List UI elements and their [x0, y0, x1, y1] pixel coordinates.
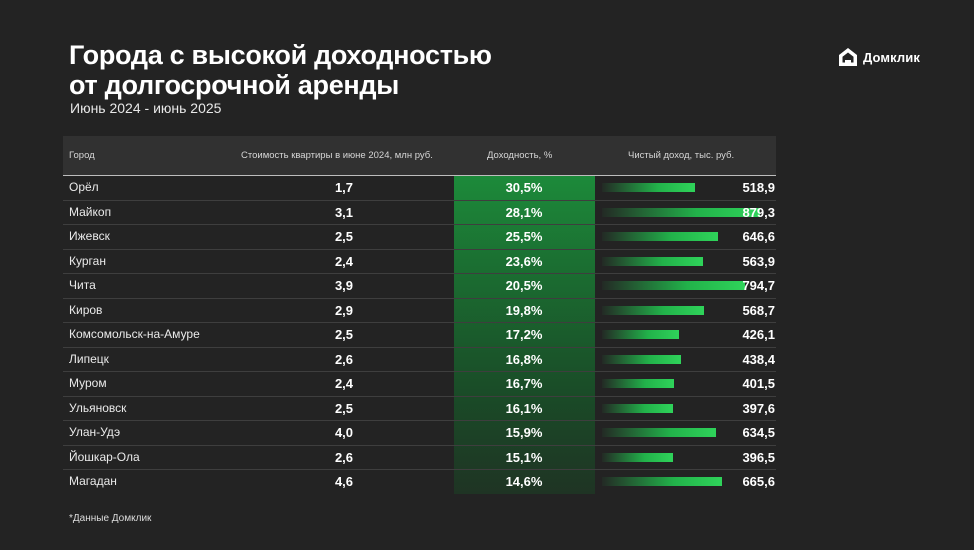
net-income-value: 518,9	[742, 180, 775, 195]
apartment-price: 2,5	[334, 400, 354, 416]
apartment-price: 1,7	[334, 180, 354, 195]
column-header-yield: Доходность, %	[487, 150, 553, 161]
income-bar	[602, 477, 722, 486]
apartment-price: 2,4	[334, 376, 354, 391]
city-name: Киров	[69, 302, 103, 317]
yield-value: 15,1%	[505, 449, 543, 465]
domclick-logo: Домклик	[838, 47, 920, 67]
income-bar	[602, 305, 704, 315]
yield-value: 19,8%	[505, 302, 543, 318]
city-name: Курган	[69, 253, 106, 268]
income-bar	[602, 207, 760, 217]
table-row: Улан-Удэ 4,0 15,9% 634,5	[63, 421, 776, 446]
apartment-price: 2,5	[334, 229, 354, 244]
table-row: Киров 2,9 19,8% 568,7	[63, 299, 776, 323]
net-income-value: 563,9	[742, 253, 775, 269]
table-row: Ижевск 2,5 25,5% 646,6	[63, 225, 776, 250]
city-name: Муром	[69, 376, 107, 390]
title-line-1: Города с высокой доходностью	[69, 40, 492, 70]
city-name: Комсомольск-на-Амуре	[69, 327, 200, 341]
net-income-value: 438,4	[742, 351, 775, 367]
city-name: Магадан	[69, 474, 117, 488]
city-name: Липецк	[69, 351, 109, 366]
table-row: Йошкар-Ола 2,6 15,1% 396,5	[63, 446, 776, 470]
income-bar	[602, 232, 718, 241]
yield-value: 17,2%	[505, 327, 543, 342]
yield-value: 30,5%	[505, 180, 543, 195]
table-row: Чита 3,9 20,5% 794,7	[63, 274, 776, 299]
net-income-value: 634,5	[742, 425, 775, 440]
city-name: Ульяновск	[69, 400, 127, 415]
column-header-city: Город	[69, 150, 95, 161]
table-row: Курган 2,4 23,6% 563,9	[63, 250, 776, 274]
net-income-value: 568,7	[742, 302, 775, 318]
yield-value: 28,1%	[505, 204, 543, 220]
apartment-price: 3,9	[334, 278, 354, 293]
income-bar	[602, 183, 695, 192]
yield-value: 14,6%	[505, 474, 543, 489]
net-income-value: 646,6	[742, 229, 775, 244]
net-income-value: 401,5	[742, 376, 775, 391]
income-bar	[602, 379, 674, 388]
apartment-price: 2,5	[334, 327, 354, 342]
yield-value: 16,1%	[505, 400, 543, 416]
income-bar	[602, 452, 673, 462]
net-income-value: 396,5	[742, 449, 775, 465]
city-name: Йошкар-Ола	[69, 449, 140, 464]
table-row: Магадан 4,6 14,6% 665,6	[63, 470, 776, 494]
table-body: Орёл 1,7 30,5% 518,9 Майкоп 3,1 28,1% 879,3 Ижев…	[63, 176, 776, 494]
yield-value: 15,9%	[505, 425, 543, 440]
net-income-value: 426,1	[742, 327, 775, 342]
apartment-price: 2,4	[334, 253, 354, 269]
title-line-2: от долгосрочной аренды	[69, 70, 400, 100]
table-row: Майкоп 3,1 28,1% 879,3	[63, 201, 776, 225]
income-bar	[602, 330, 679, 339]
apartment-price: 2,9	[334, 302, 354, 318]
table-row: Липецк 2,6 16,8% 438,4	[63, 348, 776, 372]
table-row: Комсомольск-на-Амуре 2,5 17,2% 426,1	[63, 323, 776, 348]
yield-value: 16,7%	[505, 376, 543, 391]
apartment-price: 4,6	[334, 474, 354, 489]
city-name: Майкоп	[69, 204, 112, 219]
house-icon	[839, 48, 857, 66]
apartment-price: 4,0	[334, 425, 354, 440]
yield-value: 25,5%	[505, 229, 543, 244]
page-subtitle: Июнь 2024 - июнь 2025	[70, 100, 222, 116]
column-header-income: Чистый доход, тыс. руб.	[628, 150, 735, 161]
income-bar	[602, 354, 681, 364]
table-header: Город Стоимость квартиры в июне 2024, мл…	[63, 136, 776, 176]
city-name: Ижевск	[69, 229, 110, 243]
net-income-value: 397,6	[742, 400, 775, 416]
apartment-price: 3,1	[334, 204, 354, 220]
apartment-price: 2,6	[334, 449, 354, 465]
income-bar	[602, 256, 703, 266]
table-row: Муром 2,4 16,7% 401,5	[63, 372, 776, 397]
income-bar	[602, 281, 745, 290]
table-row: Ульяновск 2,5 16,1% 397,6	[63, 397, 776, 421]
yield-value: 20,5%	[505, 278, 543, 293]
net-income-value: 794,7	[742, 278, 775, 293]
column-header-price: Стоимость квартиры в июне 2024, млн руб.	[241, 150, 433, 161]
yield-value: 16,8%	[505, 351, 543, 367]
income-bar	[602, 403, 673, 413]
yield-highlight-column	[454, 176, 595, 494]
logo-text: Домклик	[863, 49, 920, 65]
apartment-price: 2,6	[334, 351, 354, 367]
income-bar	[602, 428, 716, 437]
city-name: Чита	[69, 278, 96, 292]
net-income-value: 879,3	[742, 204, 775, 220]
page-title: Города с высокой доходностью от долгосро…	[69, 40, 589, 100]
net-income-value: 665,6	[742, 474, 775, 489]
table-row: Орёл 1,7 30,5% 518,9	[63, 176, 776, 201]
city-name: Орёл	[69, 180, 99, 194]
data-table: Город Стоимость квартиры в июне 2024, мл…	[63, 136, 776, 494]
footnote: *Данные Домклик	[69, 513, 152, 524]
city-name: Улан-Удэ	[69, 425, 121, 439]
yield-value: 23,6%	[505, 253, 543, 269]
